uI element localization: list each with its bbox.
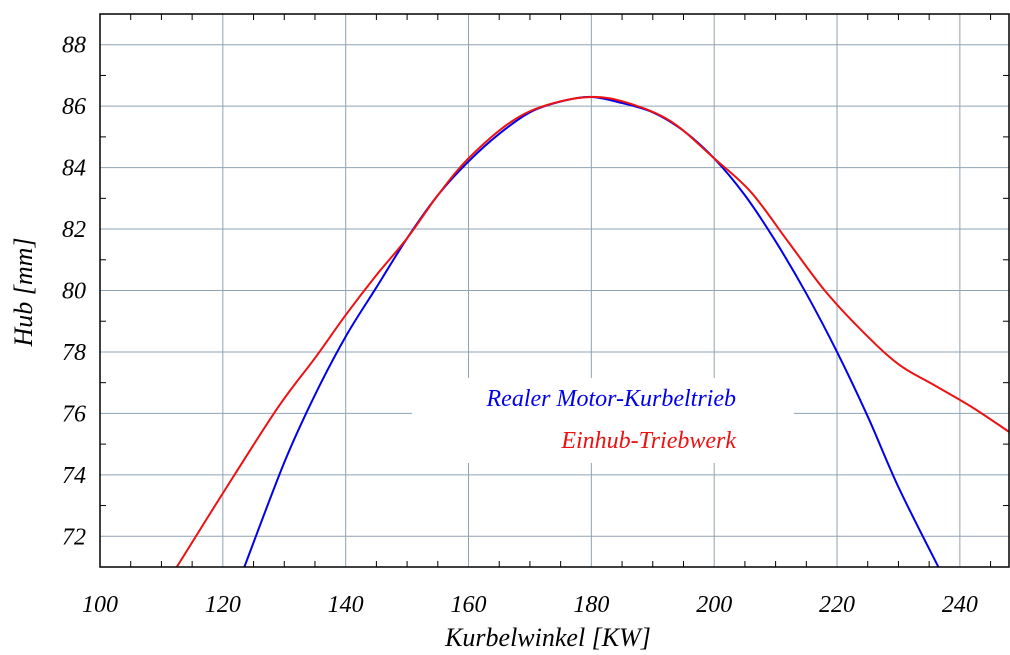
x-tick-label: 240	[942, 592, 978, 618]
x-tick-label: 200	[696, 592, 732, 618]
y-tick-labels: 72 74 76 78 80 82 84 86 88	[62, 33, 86, 551]
legend-entry-einhub-triebwerk: Einhub-Triebwerk	[560, 428, 736, 454]
x-tick-labels: 100 120 140 160 180 200 220 240	[82, 592, 978, 618]
x-tick-label: 180	[573, 592, 609, 618]
x-tick-label: 160	[451, 592, 487, 618]
y-axis-title: Hub [mm]	[9, 237, 38, 347]
y-tick-label: 78	[62, 340, 86, 366]
series-line-einhub-triebwerk	[175, 95, 1009, 567]
y-tick-label: 74	[62, 463, 86, 489]
x-tick-label: 120	[205, 592, 241, 618]
legend-background	[412, 378, 794, 463]
y-tick-label: 82	[62, 217, 86, 243]
y-tick-label: 88	[62, 33, 86, 59]
minor-ticks	[100, 14, 1009, 568]
x-tick-label: 140	[328, 592, 364, 618]
x-tick-label: 220	[819, 592, 855, 618]
legend: Realer Motor-Kurbeltrieb Einhub-Triebwer…	[412, 378, 794, 463]
series-lines	[175, 95, 1009, 567]
legend-entry-realer-motor-kurbeltrieb: Realer Motor-Kurbeltrieb	[486, 386, 736, 412]
y-tick-label: 72	[62, 524, 86, 550]
y-tick-label: 76	[62, 401, 86, 427]
y-tick-label: 80	[62, 279, 86, 305]
y-tick-label: 86	[62, 94, 86, 120]
y-tick-label: 84	[62, 156, 86, 182]
x-tick-label: 100	[82, 592, 118, 618]
plot-frame	[99, 13, 1010, 568]
x-axis-title: Kurbelwinkel [KW]	[444, 623, 651, 652]
